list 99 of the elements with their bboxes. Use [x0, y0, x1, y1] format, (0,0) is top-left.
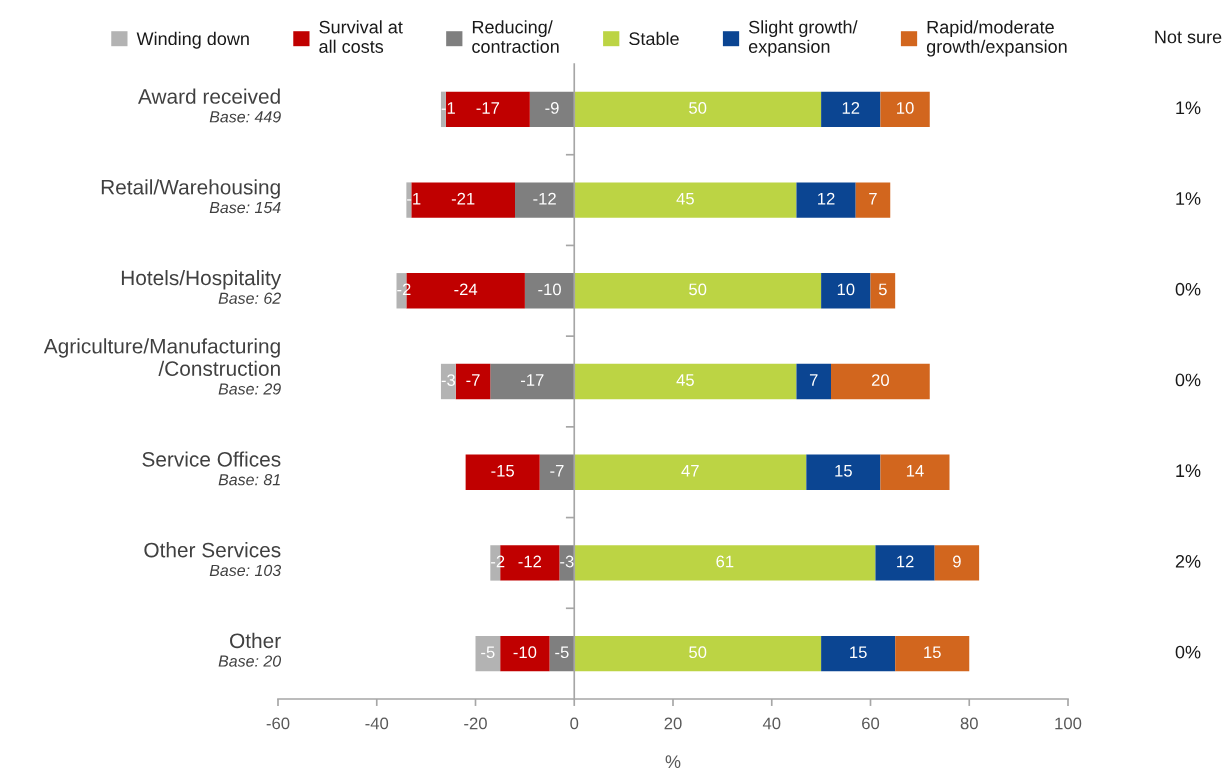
legend-label: Stable — [629, 31, 679, 46]
bar — [806, 454, 881, 490]
data-label: 14 — [906, 465, 924, 477]
data-label: -7 — [466, 374, 480, 386]
data-label: -17 — [520, 374, 544, 386]
bar — [440, 363, 456, 400]
data-label: 5 — [878, 283, 887, 296]
data-label: -10 — [538, 283, 561, 296]
data-label: -12 — [533, 192, 556, 205]
bar — [475, 635, 501, 672]
bar — [574, 635, 822, 672]
data-label: 12 — [897, 555, 914, 568]
y-tick-label: Agriculture/Manufacturing /Construction Base: 29 — [43, 338, 281, 395]
bar — [574, 454, 807, 490]
legend-label: Rapid/moderate growth/expansion — [926, 20, 1067, 57]
data-label: -12 — [518, 555, 542, 568]
legend-label: Survival at all costs — [319, 20, 403, 53]
data-label: 9 — [953, 555, 961, 568]
x-tick-label: 0 — [570, 717, 579, 730]
data-label: -5 — [481, 646, 495, 659]
y-tick-label: Service Offices Base: 81 — [142, 451, 281, 486]
bar — [539, 454, 575, 490]
y-tick-label: Other Services Base: 103 — [144, 542, 282, 577]
y-tick-label: Award received Base: 449 — [137, 88, 281, 123]
bar — [934, 545, 980, 581]
x-tick-label: 40 — [762, 717, 781, 730]
bar — [895, 635, 970, 672]
data-label: 10 — [837, 283, 855, 296]
bar — [855, 182, 891, 218]
bar — [796, 182, 856, 218]
data-label: -24 — [454, 283, 478, 296]
data-label: 15 — [835, 465, 852, 477]
data-label: 47 — [681, 465, 699, 477]
data-label: 20 — [871, 374, 889, 386]
bar — [574, 363, 797, 400]
text: 0% — [1175, 282, 1201, 296]
bar — [870, 273, 896, 309]
data-label: -7 — [550, 465, 564, 477]
text: 1% — [1176, 464, 1201, 477]
data-label: 12 — [842, 102, 860, 114]
x-tick-label: -20 — [464, 717, 487, 730]
bar — [529, 91, 575, 128]
legend-label: Slight growth/ expansion — [748, 20, 858, 57]
bar — [455, 363, 491, 400]
bar — [500, 635, 550, 672]
bar — [880, 91, 930, 128]
bar — [465, 454, 540, 490]
bar — [831, 363, 930, 400]
text: 0% — [1175, 645, 1201, 659]
bar — [880, 454, 950, 490]
bar — [515, 182, 575, 218]
data-label: -17 — [476, 102, 500, 114]
x-tick-label: 20 — [664, 717, 682, 730]
data-label: 50 — [689, 646, 707, 659]
data-label: -21 — [451, 192, 475, 205]
legend-label: Reducing/ contraction — [472, 20, 559, 53]
data-label: -15 — [491, 465, 514, 477]
y-tick-label: Other Base: 20 — [218, 632, 282, 667]
data-label: 45 — [676, 192, 694, 205]
x-tick-label: -40 — [365, 717, 389, 730]
text: 1% — [1176, 101, 1201, 115]
text: 0% — [1175, 373, 1201, 387]
bar — [574, 545, 876, 581]
bar — [875, 545, 935, 581]
data-label: -3 — [560, 555, 574, 568]
y-tick-label: Retail/Warehousing Base: 154 — [101, 179, 281, 214]
text: 1% — [1176, 192, 1201, 205]
bar — [574, 273, 822, 309]
bar — [821, 273, 871, 309]
bar — [796, 363, 831, 400]
text: 2% — [1175, 554, 1201, 568]
y-tick-label: Hotels/Hospitality Base: 62 — [121, 269, 282, 304]
bar — [490, 363, 575, 400]
text: Not sure — [1155, 30, 1222, 44]
data-label: 12 — [818, 192, 835, 205]
bar — [524, 273, 575, 309]
x-tick-label: 80 — [960, 717, 978, 730]
bar — [574, 182, 797, 218]
data-label: -9 — [545, 102, 559, 114]
x-axis-title: % — [665, 755, 681, 769]
data-label: 61 — [716, 555, 734, 568]
data-label: 7 — [809, 374, 818, 386]
data-label: 50 — [689, 102, 707, 114]
data-label: 15 — [850, 646, 867, 659]
x-tick-label: 60 — [862, 717, 880, 730]
bar — [574, 91, 822, 128]
legend-label: Winding down — [136, 31, 249, 49]
x-tick-label: -60 — [266, 717, 290, 730]
data-label: 10 — [897, 102, 914, 114]
data-label: -5 — [555, 646, 569, 659]
data-label: -3 — [441, 374, 456, 386]
bar — [821, 91, 881, 128]
data-label: 15 — [924, 646, 941, 659]
data-label: 45 — [676, 374, 694, 386]
bar — [821, 635, 896, 672]
data-label: 50 — [689, 283, 707, 296]
data-label: -10 — [513, 646, 537, 659]
x-tick-label: 100 — [1055, 717, 1082, 730]
data-label: 7 — [869, 192, 877, 205]
